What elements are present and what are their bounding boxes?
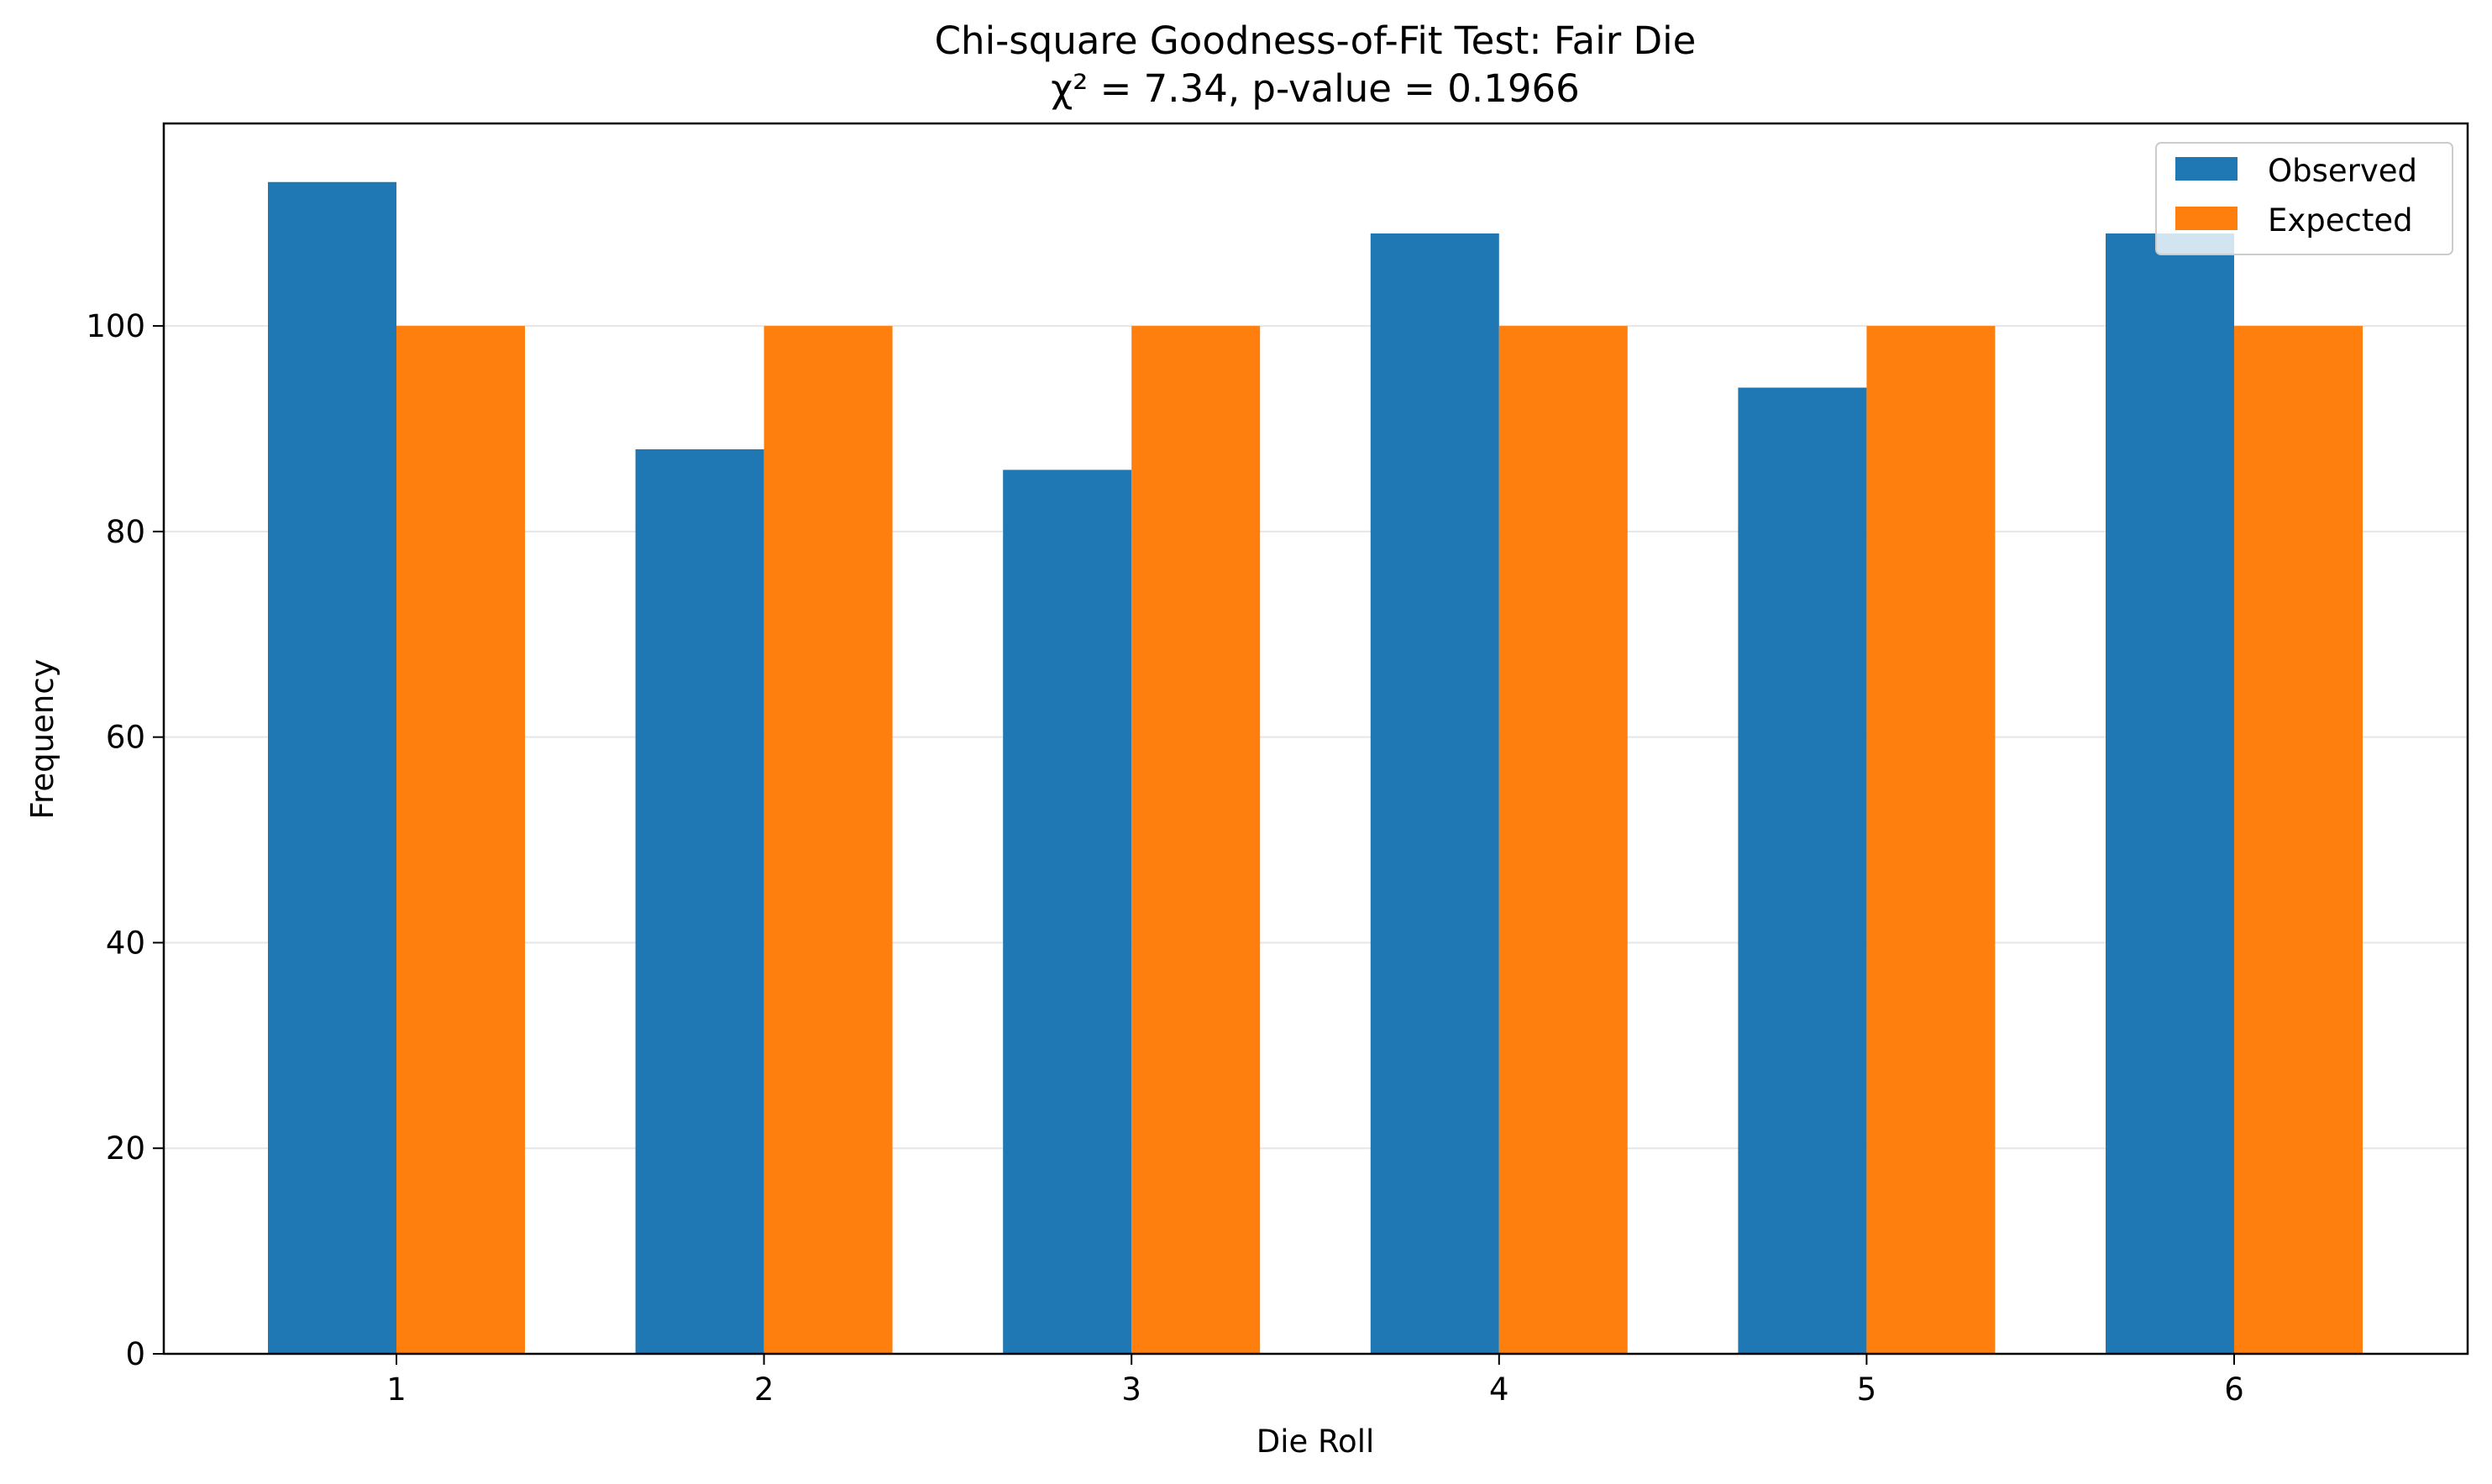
bar-observed-3: [1003, 469, 1132, 1355]
x-tick-label-5: 5: [1857, 1371, 1877, 1408]
bar-expected-3: [1131, 326, 1261, 1354]
bar-observed-1: [268, 181, 396, 1354]
x-tick-label-3: 3: [1121, 1371, 1141, 1408]
y-tick-label-60: 60: [106, 720, 145, 756]
bars: [268, 181, 2363, 1355]
bar-expected-1: [396, 326, 525, 1354]
bar-expected-5: [1866, 326, 1996, 1354]
y-axis-label: Frequency: [24, 658, 60, 819]
x-axis-ticks: 1 2 3 4 5 6: [386, 1354, 2244, 1408]
y-tick-label-20: 20: [106, 1130, 145, 1167]
y-axis-ticks: 0 20 40 60 80 100: [86, 308, 164, 1372]
legend-label-expected: Expected: [2268, 202, 2413, 239]
y-tick-label-40: 40: [106, 925, 145, 961]
y-tick-label-80: 80: [106, 514, 145, 550]
x-tick-label-6: 6: [2224, 1371, 2244, 1408]
x-tick-label-2: 2: [754, 1371, 774, 1408]
chart-title: Chi-square Goodness-of-Fit Test: Fair Di…: [935, 18, 1697, 63]
chart-subtitle: χ² = 7.34, p-value = 0.1966: [1051, 66, 1579, 111]
bar-observed-2: [635, 448, 764, 1354]
legend-label-observed: Observed: [2268, 153, 2417, 189]
x-tick-label-1: 1: [386, 1371, 407, 1408]
bar-observed-6: [2106, 233, 2234, 1354]
plot-frame: [162, 122, 2469, 1356]
bar-expected-6: [2234, 326, 2363, 1354]
bar-observed-4: [1370, 233, 1499, 1354]
bar-expected-2: [763, 326, 893, 1354]
legend-swatch-observed: [2175, 157, 2238, 181]
bar-observed-5: [1738, 387, 1867, 1354]
x-tick-label-4: 4: [1489, 1371, 1509, 1408]
bar-expected-4: [1498, 326, 1628, 1354]
y-tick-label-0: 0: [125, 1336, 145, 1372]
legend-swatch-expected: [2175, 207, 2238, 230]
legend: Observed Expected: [2155, 142, 2453, 255]
x-axis-label: Die Roll: [1256, 1424, 1375, 1460]
y-tick-label-100: 100: [86, 308, 145, 344]
